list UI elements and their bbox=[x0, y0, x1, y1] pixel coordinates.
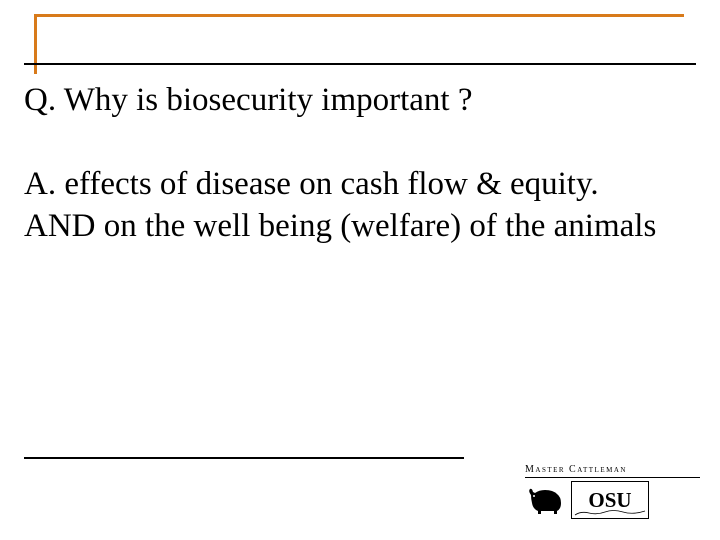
answer-text: A. effects of disease on cash flow & equ… bbox=[24, 163, 696, 247]
answer-line-1: A. effects of disease on cash flow & equ… bbox=[24, 166, 599, 202]
cow-icon bbox=[525, 485, 565, 515]
slide-content: Q. Why is biosecurity important ? A. eff… bbox=[24, 80, 696, 248]
osu-logo-icon: OSU bbox=[571, 481, 649, 519]
question-text: Q. Why is biosecurity important ? bbox=[24, 80, 696, 121]
accent-rule-left bbox=[34, 14, 37, 74]
answer-line-2: AND on the well being (welfare) of the a… bbox=[24, 208, 656, 244]
program-label: Master Cattleman bbox=[525, 464, 700, 475]
divider-bottom bbox=[24, 457, 464, 459]
osu-logo-text: OSU bbox=[588, 488, 631, 512]
logo-row: OSU bbox=[525, 477, 700, 519]
footer-logo-area: Master Cattleman OSU bbox=[525, 464, 700, 522]
accent-rule-top bbox=[34, 14, 684, 17]
divider-top bbox=[24, 63, 696, 65]
